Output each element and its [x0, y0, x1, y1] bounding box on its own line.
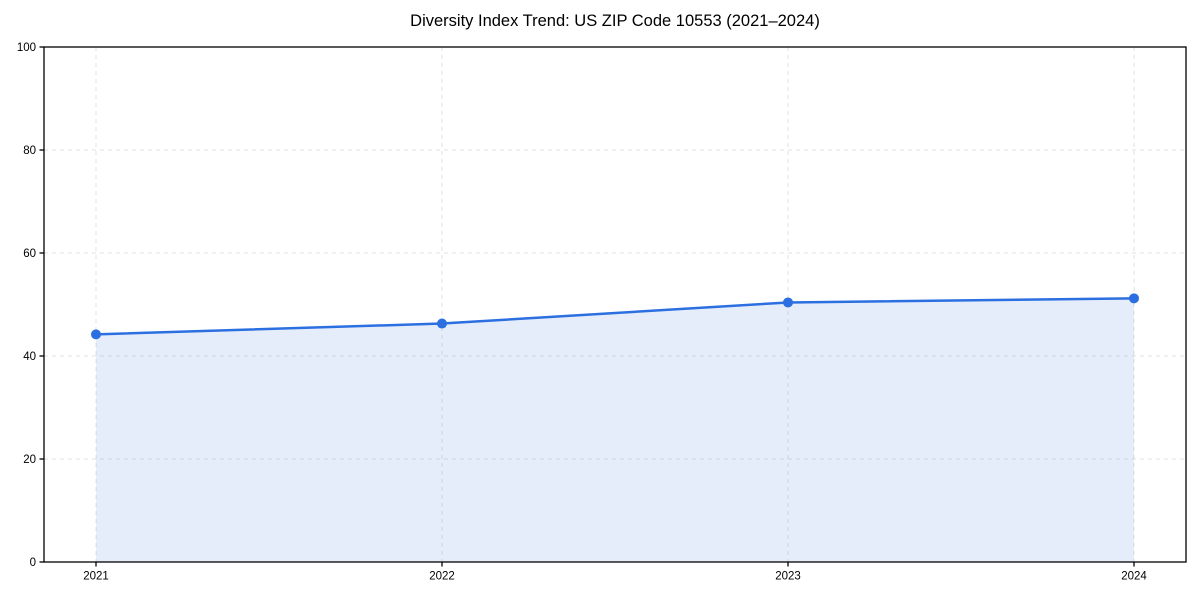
y-tick-label: 60	[23, 248, 36, 260]
x-tick-label: 2023	[775, 571, 801, 583]
y-tick-label: 80	[23, 145, 36, 157]
x-tick-label: 2021	[83, 571, 109, 583]
y-tick-label: 100	[17, 42, 36, 54]
data-point-marker	[437, 318, 447, 329]
plot-frame	[43, 46, 1187, 563]
data-point-marker	[1129, 293, 1139, 304]
y-tick-label: 20	[23, 454, 36, 466]
data-point-marker	[783, 297, 793, 308]
x-tick-label: 2024	[1121, 571, 1147, 583]
x-tick-label: 2022	[429, 571, 455, 583]
y-tick-label: 40	[23, 351, 36, 363]
trend-line	[94, 297, 1136, 336]
data-point-marker	[91, 329, 101, 340]
chart-title: Diversity Index Trend: US ZIP Code 10553…	[410, 12, 820, 30]
area-fill	[96, 298, 1134, 562]
y-tick-label: 0	[30, 557, 36, 569]
